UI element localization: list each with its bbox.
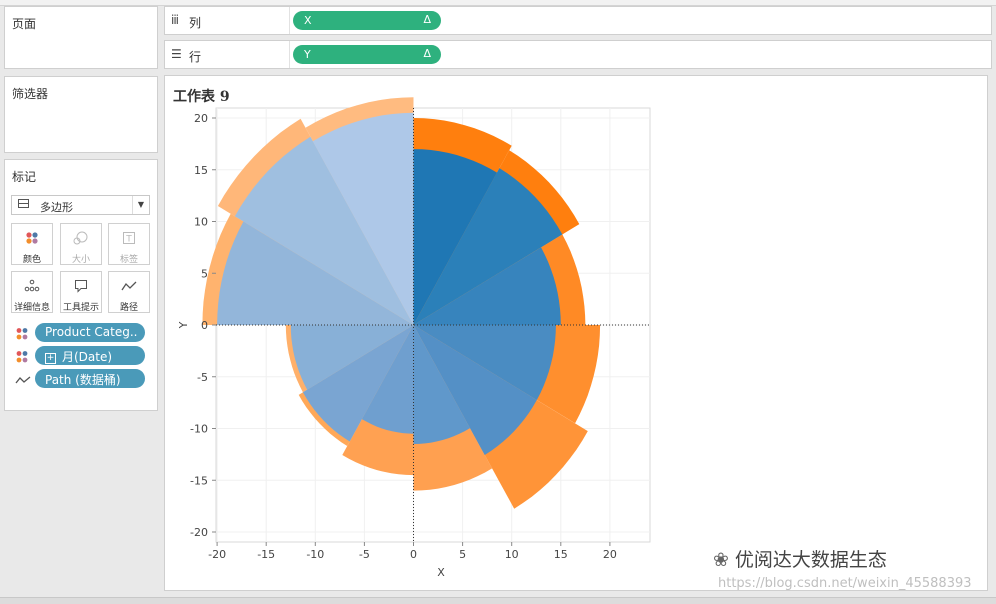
pages-panel: 页面 — [4, 6, 158, 69]
top-toolbar-strip — [0, 0, 996, 6]
pages-title: 页面 — [12, 17, 37, 31]
columns-pill-x[interactable]: X Δ — [293, 11, 441, 30]
watermark-url: https://blog.csdn.net/weixin_45588393 — [718, 576, 972, 591]
columns-label: 列 — [189, 16, 202, 30]
label-button[interactable]: T 标签 — [108, 223, 150, 265]
rows-pill-y[interactable]: Y Δ — [293, 45, 441, 64]
delta-icon: Δ — [423, 13, 431, 26]
color-dots-icon — [12, 231, 52, 249]
watermark-brand-text: 优阅达大数据生态 — [734, 549, 887, 571]
size-button[interactable]: 大小 — [60, 223, 102, 265]
marks-title: 标记 — [12, 170, 37, 184]
size-button-label: 大小 — [71, 255, 90, 265]
worksheet-canvas: 工作表 9 — [164, 75, 988, 591]
delta-icon: Δ — [423, 47, 431, 60]
shelf-divider — [289, 7, 290, 34]
tooltip-button-label: 工具提示 — [62, 303, 99, 313]
marks-panel: 标记 多边形 ▼ 颜色 大小 T 标签 详细信息 工具提示 — [4, 159, 158, 411]
color-button[interactable]: 颜色 — [11, 223, 53, 265]
wechat-icon: ❀ — [713, 549, 729, 571]
shelf-divider — [289, 41, 290, 68]
field-product-category[interactable]: Product Categ.. — [15, 323, 155, 343]
color-button-label: 颜色 — [22, 255, 41, 265]
expand-plus-icon[interactable]: + — [45, 353, 56, 364]
label-button-label: 标签 — [119, 255, 138, 265]
mark-type-dropdown[interactable]: 多边形 ▼ — [11, 195, 150, 215]
rows-shelf: ☰ 行 Y Δ — [164, 40, 992, 69]
rows-icon: ☰ — [171, 47, 182, 61]
field-month-date[interactable]: + 月(Date) — [15, 346, 155, 366]
chevron-down-icon[interactable]: ▼ — [132, 196, 149, 214]
columns-shelf: iii 列 X Δ — [164, 6, 992, 35]
watermark-brand: ❀ 优阅达大数据生态 — [713, 545, 887, 572]
detail-button-label: 详细信息 — [13, 303, 50, 313]
detail-icon — [12, 279, 52, 297]
path-icon — [109, 279, 149, 297]
polygon-mark-icon — [18, 199, 29, 208]
color-dots-icon — [15, 349, 33, 363]
tooltip-icon — [61, 279, 101, 297]
path-line-icon — [15, 372, 33, 386]
tooltip-button[interactable]: 工具提示 — [60, 271, 102, 313]
rows-label: 行 — [189, 50, 202, 64]
sheet-tabs-bar — [0, 597, 996, 604]
svg-text:T: T — [125, 235, 132, 245]
filters-title: 筛选器 — [12, 87, 49, 101]
field-pill-month-date-text: 月(Date) — [62, 350, 113, 364]
color-dots-icon — [15, 326, 33, 340]
path-button[interactable]: 路径 — [108, 271, 150, 313]
mark-type-label: 多边形 — [40, 201, 73, 214]
rows-pill-text: Y — [304, 48, 311, 61]
field-path[interactable]: Path (数据桶) — [15, 369, 155, 389]
columns-pill-text: X — [304, 14, 312, 27]
path-button-label: 路径 — [119, 303, 138, 313]
detail-button[interactable]: 详细信息 — [11, 271, 53, 313]
size-icon — [61, 231, 101, 249]
label-icon: T — [109, 231, 149, 249]
columns-icon: iii — [171, 13, 179, 27]
field-pill-month-date[interactable]: + 月(Date) — [35, 346, 145, 365]
field-pill-product-category[interactable]: Product Categ.. — [35, 323, 145, 342]
field-pill-path[interactable]: Path (数据桶) — [35, 369, 145, 388]
filters-panel: 筛选器 — [4, 76, 158, 153]
sheet-title: 工作表 9 — [173, 89, 230, 105]
